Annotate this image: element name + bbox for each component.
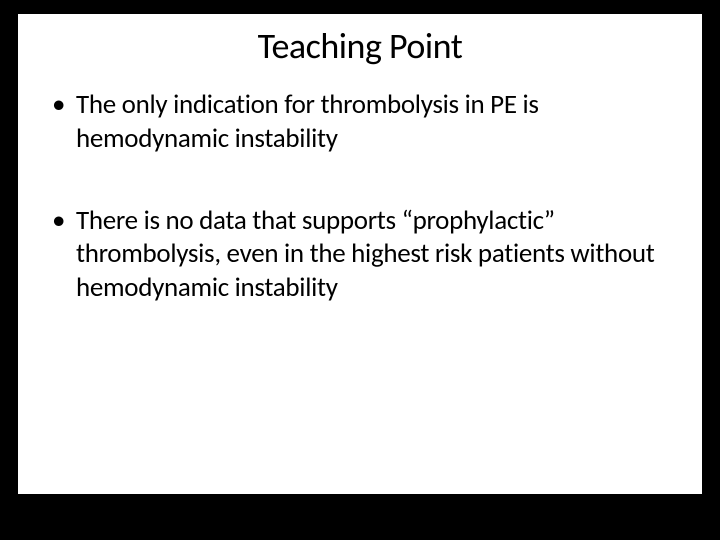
slide-container: Teaching Point The only indication for t… xyxy=(0,0,720,540)
content-area: Teaching Point The only indication for t… xyxy=(18,14,702,494)
bullet-item: The only indication for thrombolysis in … xyxy=(48,88,682,156)
bullet-item: There is no data that supports “prophyla… xyxy=(48,204,682,305)
bullet-list: The only indication for thrombolysis in … xyxy=(18,88,702,305)
slide-title: Teaching Point xyxy=(18,14,702,88)
